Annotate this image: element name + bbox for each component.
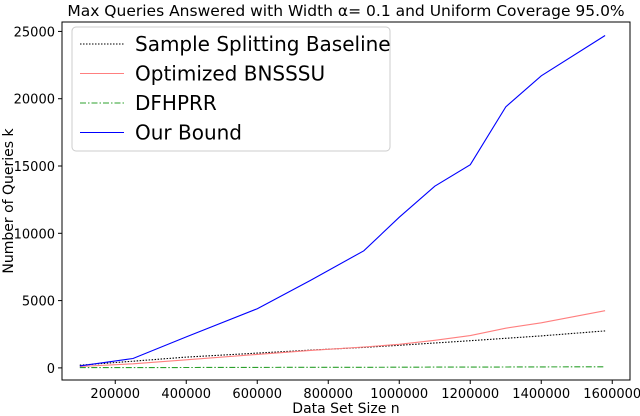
legend-box: [71, 26, 391, 152]
y-tick-label: 20000: [14, 93, 55, 108]
legend-label-4: Our Bound: [135, 121, 242, 145]
x-axis-label: Data Set Size n: [292, 401, 399, 416]
x-tick-label: 400000: [161, 387, 211, 402]
plot-area: [61, 21, 631, 381]
series-line-2: [79, 310, 606, 368]
legend: Sample Splitting Baseline Optimized BNSSS…: [71, 26, 391, 152]
x-tick-label: 1400000: [512, 387, 570, 402]
y-axis: 0 5000 10000 15000 20000 25000: [14, 25, 62, 377]
x-tick-label: 800000: [303, 387, 353, 402]
x-tick-label: 1600000: [583, 387, 640, 402]
plot-frame: [61, 21, 631, 381]
x-axis: 200000 400000 600000 800000 1000000 1200000 14…: [90, 380, 640, 402]
legend-label-1: Sample Splitting Baseline: [135, 32, 391, 56]
x-tick-label: 1200000: [441, 387, 499, 402]
series-line-3: [79, 366, 606, 369]
x-tick-label: 200000: [90, 387, 140, 402]
series-line-1: [79, 330, 606, 366]
chart-title: Max Queries Answered with Width α= 0.1 a…: [67, 2, 624, 20]
y-tick-label: 15000: [14, 160, 55, 175]
y-tick-label: 0: [47, 362, 55, 377]
series-line-4: [79, 35, 606, 367]
x-tick-label: 1000000: [370, 387, 428, 402]
x-tick-label: 600000: [232, 387, 282, 402]
y-tick-label: 10000: [14, 227, 55, 242]
legend-label-3: DFHPRR: [135, 91, 217, 115]
legend-label-2: Optimized BNSSSU: [135, 62, 325, 86]
y-tick-label: 5000: [22, 295, 55, 310]
y-tick-label: 25000: [14, 25, 55, 40]
y-axis-label: Number of Queries k: [1, 127, 17, 273]
